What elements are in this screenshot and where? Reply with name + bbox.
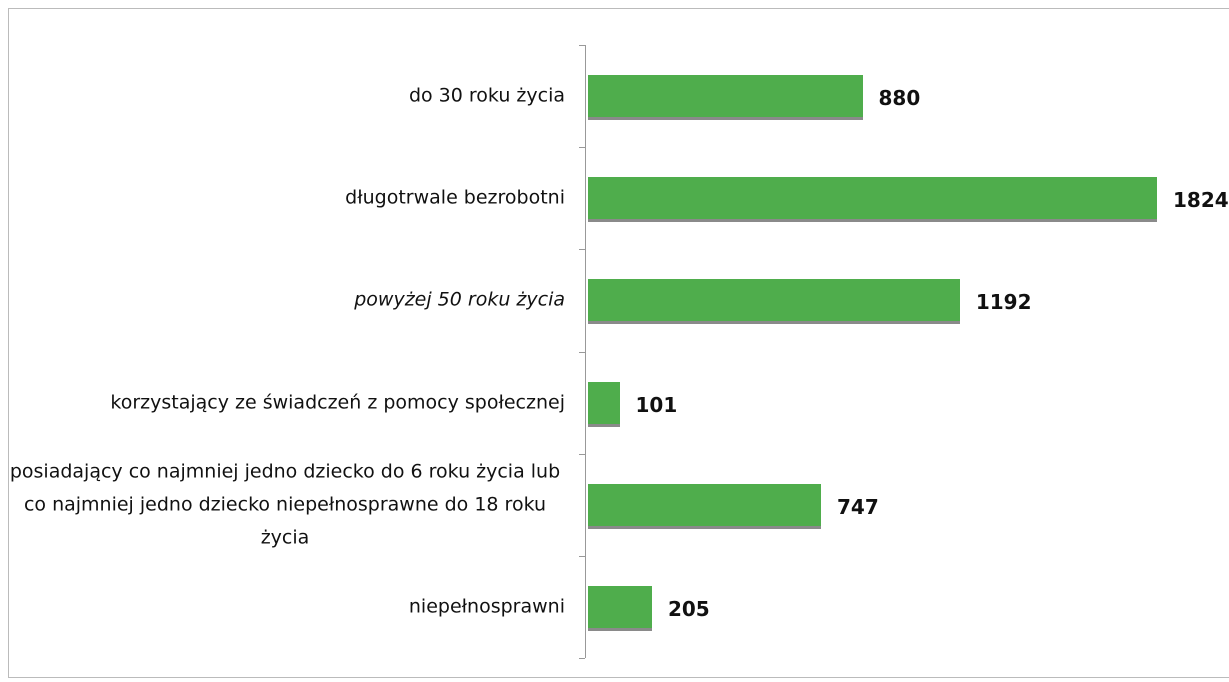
bar — [588, 75, 863, 118]
bar — [588, 279, 960, 322]
category-label: do 30 roku życia — [408, 84, 565, 107]
data-label: 747 — [837, 494, 879, 519]
category-axis — [585, 45, 586, 658]
data-label: 101 — [635, 392, 678, 417]
data-label: 1824 — [1173, 188, 1229, 213]
category-label: niepełnosprawni — [408, 595, 565, 618]
axis-tick — [579, 147, 585, 149]
category-label: korzystający ze świadczeń z pomocy społe… — [110, 391, 565, 414]
axis-tick — [579, 658, 585, 659]
axis-tick — [579, 249, 585, 251]
chart-frame — [8, 8, 1229, 678]
bar — [588, 483, 822, 526]
category-label: posiadający co najmniej jedno dziecko do… — [9, 460, 561, 549]
axis-tick — [579, 351, 585, 353]
data-label: 1192 — [975, 290, 1032, 315]
category-label: długotrwale bezrobotni — [345, 186, 565, 209]
data-label: 880 — [878, 86, 921, 111]
data-label: 205 — [667, 596, 710, 621]
bar — [588, 381, 620, 424]
axis-tick — [579, 45, 585, 46]
bar — [588, 177, 1157, 220]
axis-tick — [579, 555, 585, 557]
category-label: powyżej 50 roku życia — [354, 288, 565, 311]
axis-tick — [579, 453, 585, 455]
bar — [588, 585, 652, 628]
